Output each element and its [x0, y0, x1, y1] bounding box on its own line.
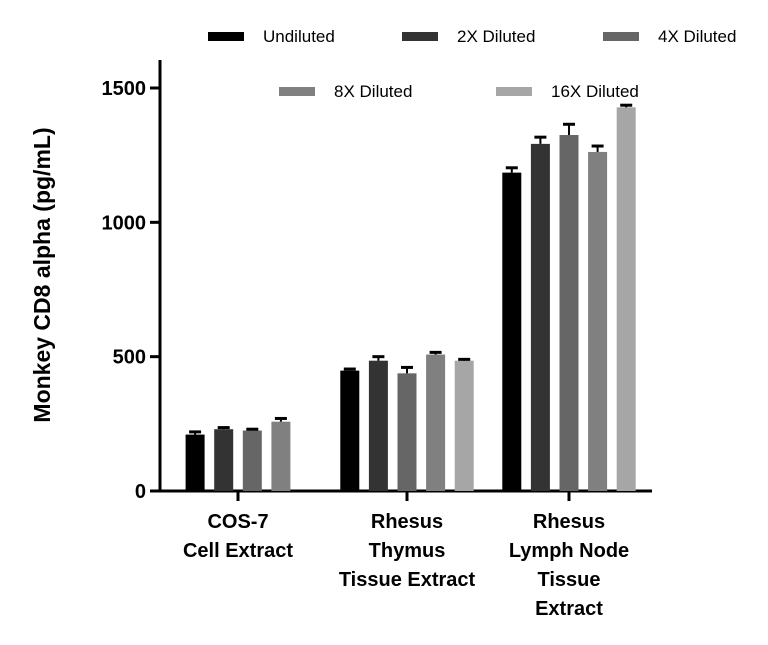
x-tick-label-line: Thymus: [369, 540, 446, 562]
x-tick-label-line: Lymph Node: [509, 540, 629, 562]
x-tick-label-line: Rhesus: [371, 511, 443, 533]
bar: [397, 373, 417, 491]
bar: [559, 135, 579, 491]
bar: [530, 143, 550, 491]
bar: [271, 421, 291, 491]
y-tick-label: 1000: [102, 212, 147, 234]
y-tick-label: 1500: [102, 78, 147, 100]
x-tick-label-line: Extract: [535, 598, 603, 620]
legend-swatch: [402, 32, 438, 41]
legend-label: Undiluted: [263, 27, 335, 46]
bar: [588, 151, 608, 491]
bars: [185, 103, 636, 492]
legend-swatch: [603, 32, 639, 41]
x-tick-label: Rhesus Lymph Node Tissue Extract: [509, 511, 629, 620]
y-tick-label: 500: [113, 347, 146, 369]
bar: [368, 360, 388, 491]
bar: [616, 107, 636, 492]
axes: 0 500 1000 1500 COS-7 Cell Extract Rhesus Thymu…: [102, 60, 652, 620]
bar: [340, 370, 360, 491]
legend: Undiluted 2X Diluted 4X Diluted 8X Diluted 1…: [208, 27, 736, 101]
legend-swatch: [208, 32, 244, 41]
x-tick-label: Rhesus Thymus Tissue Extract: [339, 511, 476, 591]
bar: [454, 360, 474, 491]
legend-label: 8X Diluted: [334, 82, 412, 101]
bar: [242, 430, 262, 491]
x-tick-label-line: Tissue: [538, 569, 601, 591]
y-tick-label: 0: [135, 481, 146, 503]
y-axis-label: Monkey CD8 alpha (pg/mL): [29, 127, 55, 422]
legend-label: 4X Diluted: [658, 27, 736, 46]
bar: [426, 354, 446, 491]
x-tick-label-line: Tissue Extract: [339, 569, 476, 591]
bar: [214, 429, 234, 491]
legend-swatch: [279, 87, 315, 96]
x-tick-label: COS-7 Cell Extract: [183, 511, 293, 562]
bar: [502, 172, 522, 491]
x-tick-label-line: Cell Extract: [183, 540, 293, 562]
legend-swatch: [496, 87, 532, 96]
x-tick-label-line: Rhesus: [533, 511, 605, 533]
bar: [185, 434, 205, 491]
x-tick-label-line: COS-7: [207, 511, 268, 533]
legend-label: 2X Diluted: [457, 27, 535, 46]
legend-label: 16X Diluted: [551, 82, 639, 101]
